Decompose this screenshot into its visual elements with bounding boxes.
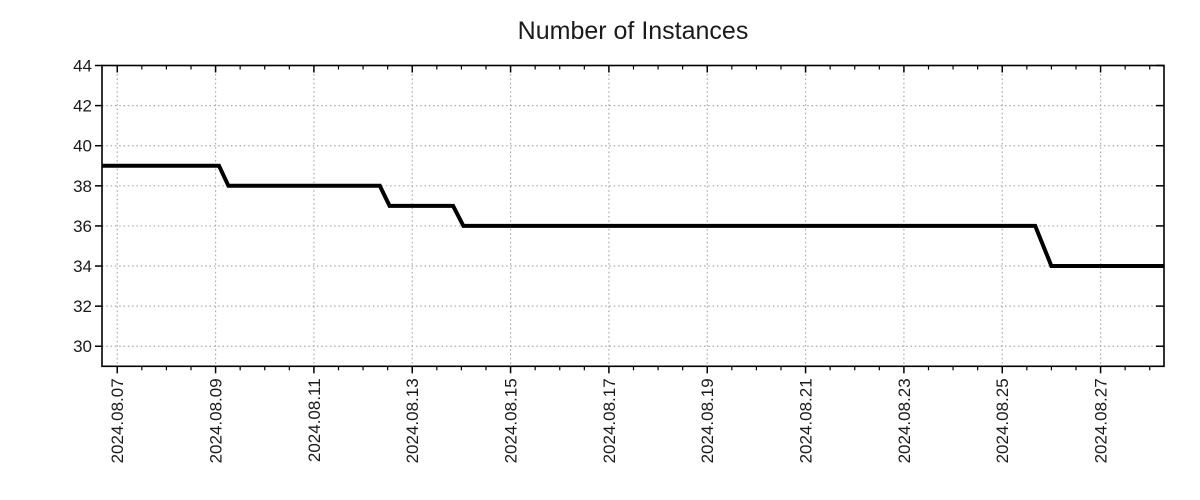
y-tick-label: 40 (73, 137, 92, 156)
series-line-instances (102, 163, 1164, 268)
plot-border (101, 64, 1165, 368)
y-tick-label: 42 (73, 97, 92, 116)
x-tick-label: 2024.08.19 (698, 378, 717, 463)
x-tick-label: 2024.08.25 (993, 378, 1012, 463)
x-tick-labels: 2024.08.07 2024.08.09 2024.08.11 2024.08.13… (108, 378, 1110, 463)
chart-title: Number of Instances (517, 17, 749, 45)
x-tick-label: 2024.08.15 (502, 378, 521, 463)
y-tick-label: 36 (73, 217, 92, 236)
x-tick-label: 2024.08.17 (600, 378, 619, 463)
y-tick-label: 38 (73, 177, 92, 196)
grid-lines (102, 65, 1164, 367)
y-tick-label: 30 (73, 337, 92, 356)
y-tick-label: 34 (73, 257, 92, 276)
x-tick-label: 2024.08.07 (108, 378, 127, 463)
x-tick-label: 2024.08.11 (305, 378, 324, 462)
x-tick-label: 2024.08.27 (1092, 378, 1111, 463)
y-tick-label: 44 (73, 57, 92, 76)
x-tick-label: 2024.08.23 (895, 378, 914, 463)
x-tick-label: 2024.08.21 (797, 378, 816, 463)
axis-ticks (95, 64, 1164, 374)
x-tick-label: 2024.08.13 (403, 378, 422, 463)
y-tick-label: 32 (73, 297, 92, 316)
y-tick-labels: 30 32 34 36 38 40 42 44 (73, 57, 92, 357)
x-tick-label: 2024.08.09 (207, 378, 226, 463)
